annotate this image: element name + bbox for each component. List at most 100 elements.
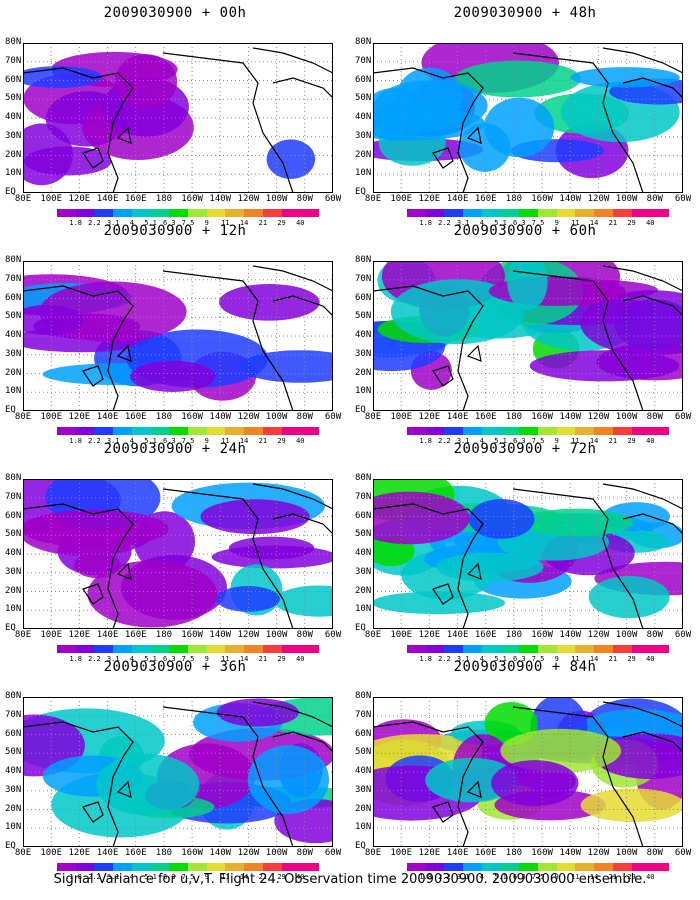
colorbar-swatch [650,863,670,871]
coastline [116,780,132,798]
lat-tick-label: 20N [5,367,22,378]
lon-tick-label: 140W [209,194,232,204]
variance-region [228,536,315,560]
colorbar-swatch [631,645,651,653]
lon-tick-label: 160E [124,194,147,204]
lat-tick-label: 40N [355,548,372,558]
colorbar-swatch [519,863,539,871]
lon-tick-label: 140W [559,848,582,858]
lat-tick-label: 60N [5,728,22,739]
lat-tick-label: 20N [355,367,372,378]
colorbar-label: 5.1 [494,219,507,227]
colorbar-label: 6.3 [512,437,526,445]
variance-region [129,360,216,392]
variance-region [274,585,333,617]
coastline [466,344,482,362]
map-panel: 2009030900 + 36h 80N 70N 60N 50N 40N 30N 20N 10N… [5,659,345,881]
colorbar-swatch [75,863,95,871]
lat-tick-label: 10N [355,822,372,833]
lon-tick-label: 140E [96,194,119,204]
variance-region [588,576,670,619]
lat-tick-label: 80N [5,37,22,47]
colorbar-swatch [244,863,263,871]
colorbar-label: 21 [258,873,268,881]
colorbar-swatch [538,863,557,871]
colorbar-swatch [188,645,207,653]
colorbar-swatch [169,209,189,217]
colorbar-label: 3.1 [106,437,120,445]
colorbar-swatch [463,209,482,217]
coastline [622,295,683,317]
panel-title: 2009030900 + 60h [453,223,597,239]
lon-tick-label: 140W [559,630,582,640]
coastline [162,270,294,411]
lon-tick-label: 160W [181,848,203,858]
variance-region [468,499,535,539]
colorbar-swatch [463,645,482,653]
colorbar-label: 5.1 [494,655,507,663]
coastline [272,513,333,535]
lon-tick-label: 100W [265,194,288,204]
colorbar-swatch [281,645,301,653]
lat-tick-label: EQ [5,841,16,851]
lon-tick-label: 180 [155,412,173,422]
lon-tick-label: 140E [446,194,469,204]
colorbar-swatch [631,863,651,871]
lon-tick-label: 80E [14,848,32,858]
coastline [373,285,484,411]
lon-tick-label: 100W [615,412,638,422]
colorbar-label: 2.2 [88,873,101,881]
colorbar-label: 14 [589,655,599,663]
colorbar-label: 2.2 [88,437,101,445]
coastline [116,126,132,144]
lon-tick-label: 80W [646,630,663,640]
lat-tick-label: 70N [5,273,22,284]
colorbar-label: 4 [129,655,134,663]
lat-tick-label: 60N [355,292,372,303]
colorbar-label: 5.1 [494,437,507,445]
lat-tick-label: EQ [5,405,16,415]
colorbar-label: 29 [277,437,286,445]
colorbar-label: 7.5 [181,219,195,227]
lat-tick-label: 80N [5,473,22,483]
lon-tick-label: 160W [181,412,203,422]
variance-region [454,60,582,98]
map-panel: 2009030900 + 60h 80N 70N 60N 50N 40N 30N 20N 10N… [355,223,695,445]
lat-tick-label: 80N [355,691,372,701]
lat-tick-label: 70N [355,55,372,66]
colorbar-swatch [281,209,301,217]
panel-title: 2009030900 + 48h [453,5,597,21]
variance-region [373,491,470,545]
colorbar-swatch [444,863,464,871]
colorbar-swatch [444,427,464,435]
colorbar [407,209,670,217]
colorbar-swatch [150,863,170,871]
colorbar-swatch [481,427,501,435]
colorbar-label: 11 [221,655,230,663]
coastline [252,265,333,292]
panel-title: 2009030900 + 12h [103,223,247,239]
colorbar-label: 40 [646,437,655,445]
colorbar-swatch [225,427,245,435]
colorbar-swatch [425,427,445,435]
coastline [162,706,294,847]
colorbar-label: 7.5 [531,219,545,227]
lat-tick-label: 30N [5,784,22,795]
lat-tick-label: 40N [5,330,22,340]
lon-tick-label: 180 [155,194,173,204]
colorbar-label: 40 [646,873,655,881]
lon-tick-label: 100W [615,194,638,204]
lon-tick-label: 100E [40,848,63,858]
colorbar-swatch [556,427,576,435]
lon-tick-label: 140E [446,630,469,640]
colorbar-label: 2.2 [438,655,451,663]
colorbar-swatch [519,645,539,653]
colorbar-swatch [188,427,207,435]
lon-tick-label: 80E [364,848,382,858]
colorbar-swatch [206,863,226,871]
variance-region [390,279,525,345]
coastline [512,488,644,629]
coastline [23,721,134,847]
lat-tick-label: 50N [5,93,22,104]
colorbar-swatch [575,427,595,435]
